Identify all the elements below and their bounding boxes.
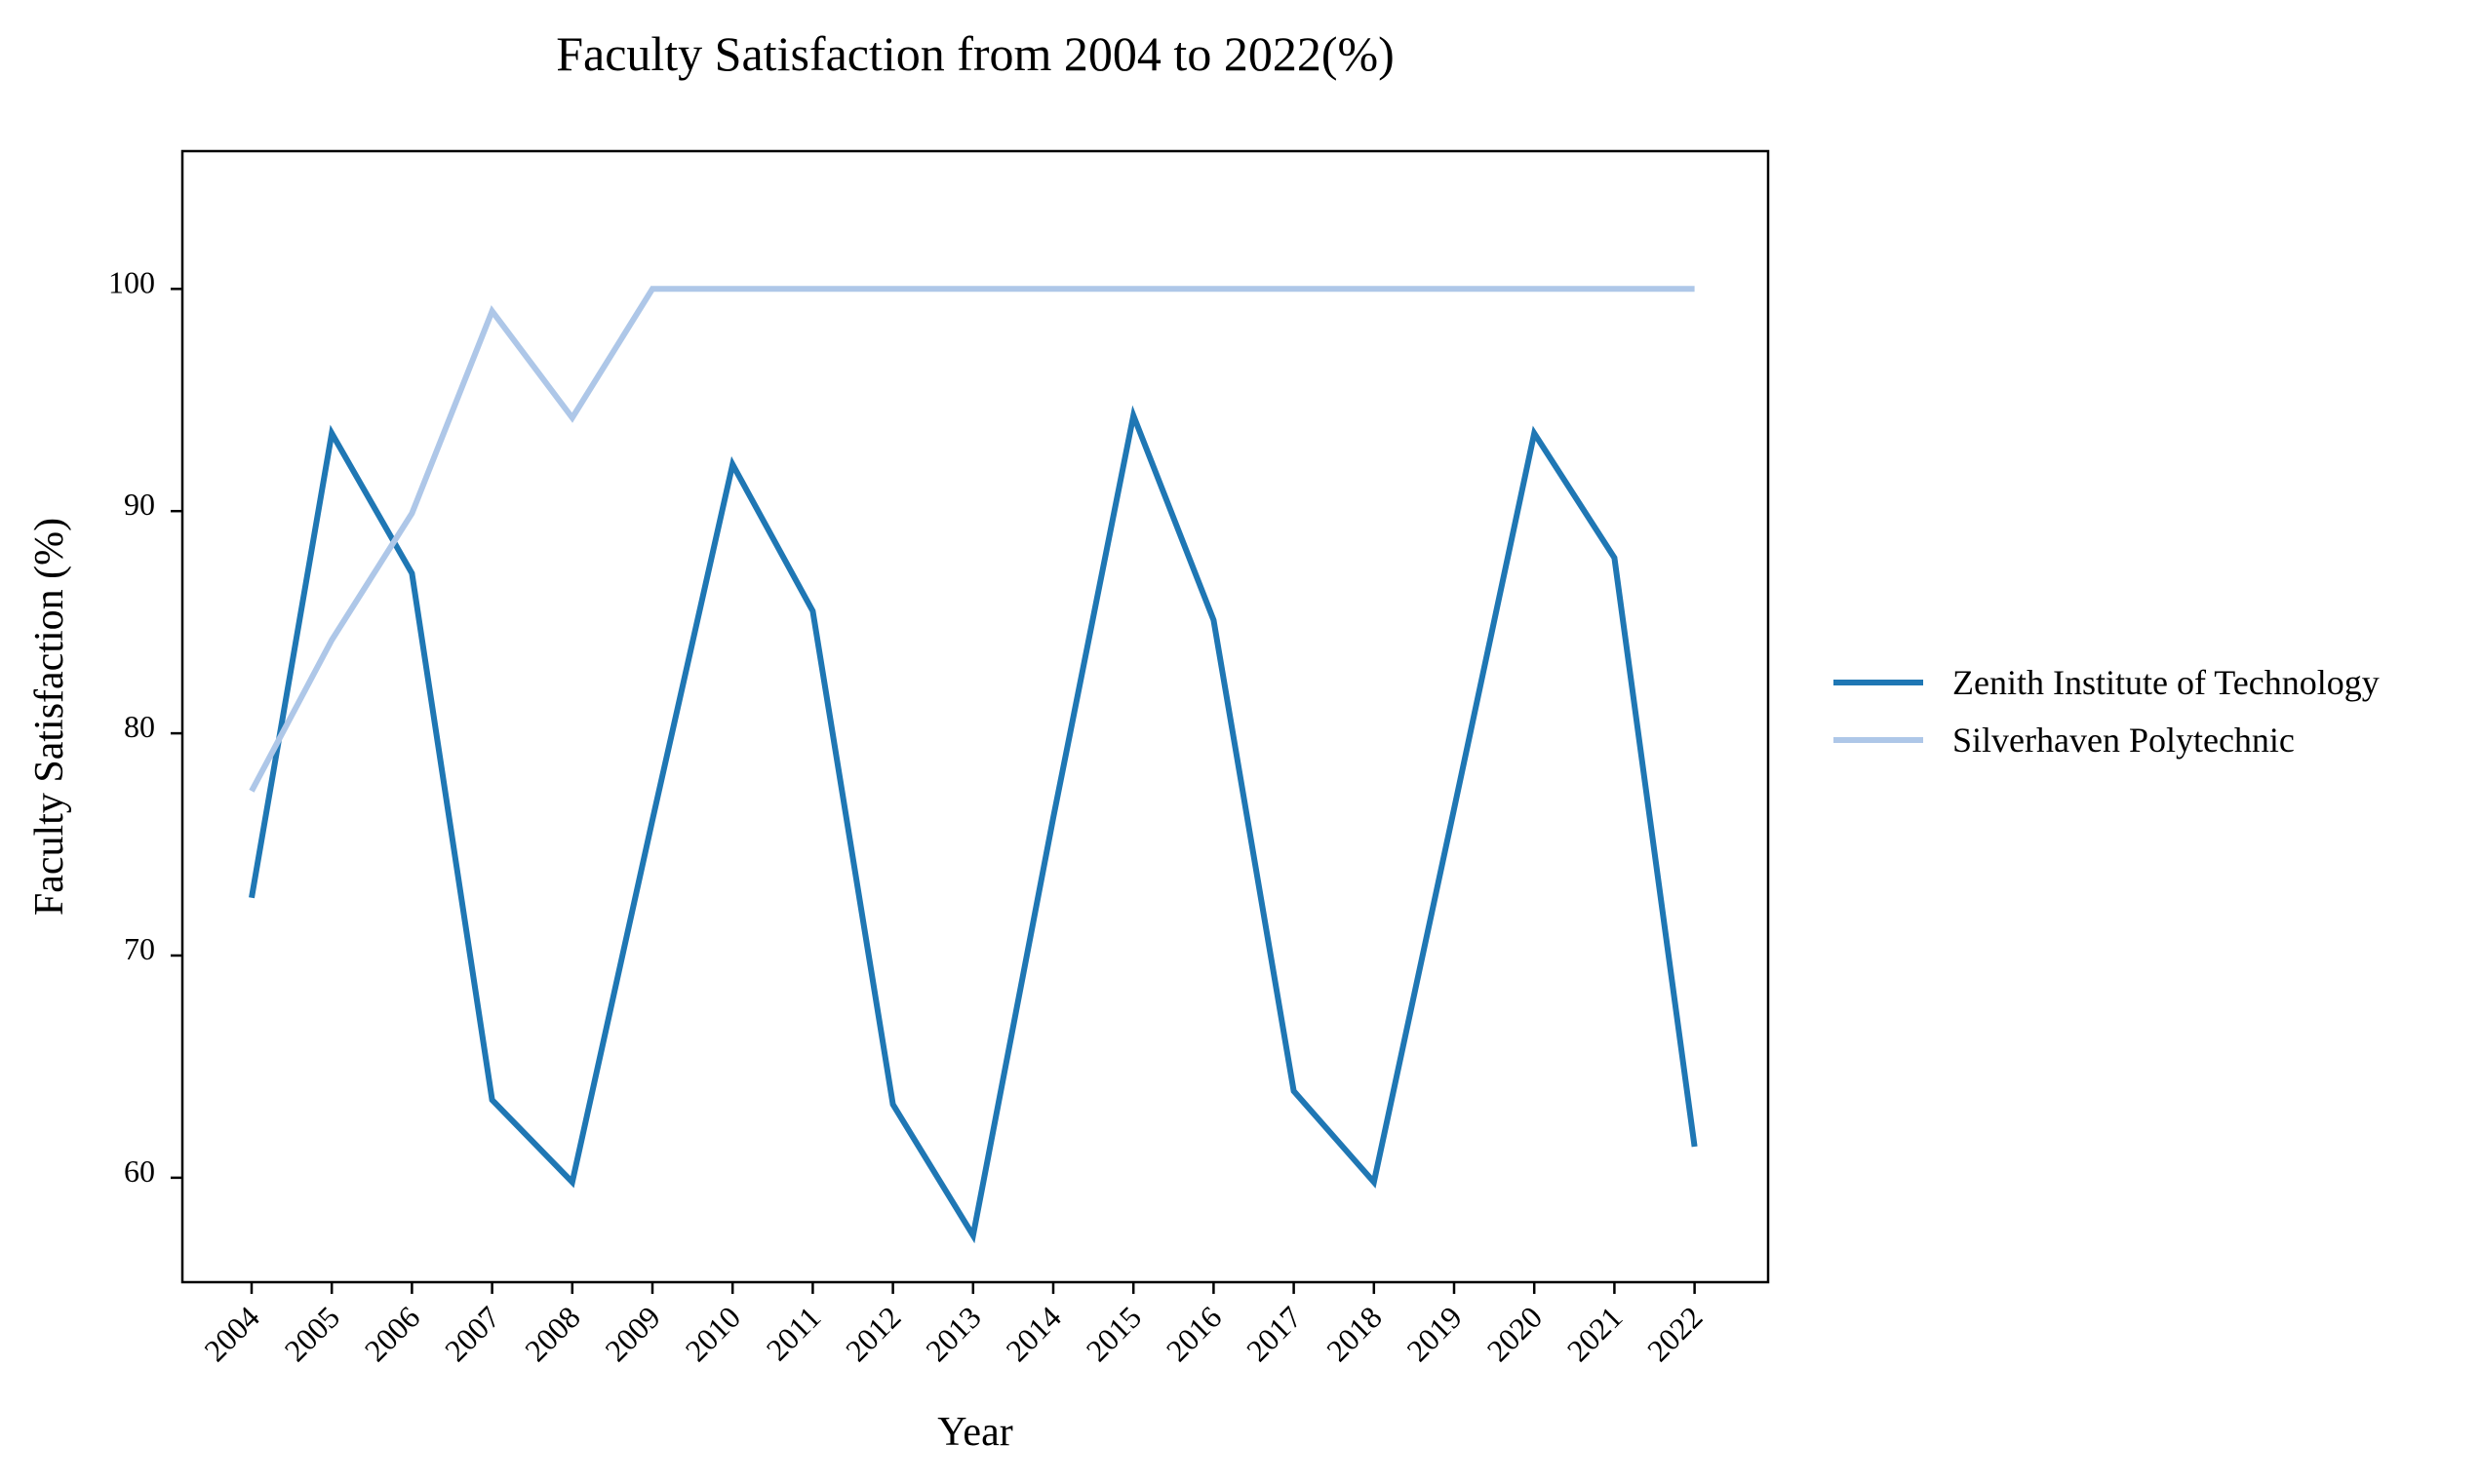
series-line-0 [249,405,1698,1244]
x-tick-label: 2010 [678,1299,747,1368]
x-tick-label: 2004 [197,1299,266,1368]
x-tick-label: 2020 [1479,1299,1549,1368]
legend-label-0: Zenith Institute of Technology [1952,663,2380,702]
x-tick-label: 2009 [598,1299,667,1368]
x-tick-label: 2014 [999,1299,1068,1368]
x-tick-label: 2022 [1640,1299,1710,1368]
x-tick-label: 2006 [358,1299,427,1368]
y-axis-label: Faculty Satisfaction (%) [27,518,72,916]
x-tick-label: 2008 [518,1299,587,1368]
x-tick-label: 2016 [1160,1299,1229,1368]
x-tick-label: 2021 [1560,1299,1630,1368]
x-tick-label: 2017 [1240,1299,1309,1368]
x-axis-label: Year [937,1410,1012,1455]
series-line-1 [249,286,1695,793]
x-tick-label: 2012 [839,1299,908,1368]
series-lines [249,286,1698,1244]
x-tick-label: 2018 [1319,1299,1389,1368]
x-tick-label: 2015 [1079,1299,1148,1368]
x-tick-label: 2007 [438,1299,507,1368]
y-tick-label: 70 [124,931,155,966]
y-tick-label: 100 [108,264,155,299]
legend: Zenith Institute of Technology Silverhave… [1833,663,2380,760]
y-tick-label: 90 [124,487,155,522]
x-tick-label: 2005 [277,1299,346,1368]
y-axis: 60 70 80 90 100 [108,264,182,1189]
chart-title: Faculty Satisfaction from 2004 to 2022(%… [556,26,1395,81]
y-tick-label: 80 [124,709,155,744]
x-tick-label: 2011 [759,1299,827,1367]
plot-area-frame [180,149,1770,1284]
y-tick-label: 60 [124,1153,155,1189]
x-tick-label: 2019 [1399,1299,1469,1368]
x-tick-label: 2013 [919,1299,988,1368]
legend-label-1: Silverhaven Polytechnic [1952,721,2295,760]
x-axis: 2004 2005 2006 2007 2008 2009 2010 2011 2012 2013… [197,1282,1710,1368]
